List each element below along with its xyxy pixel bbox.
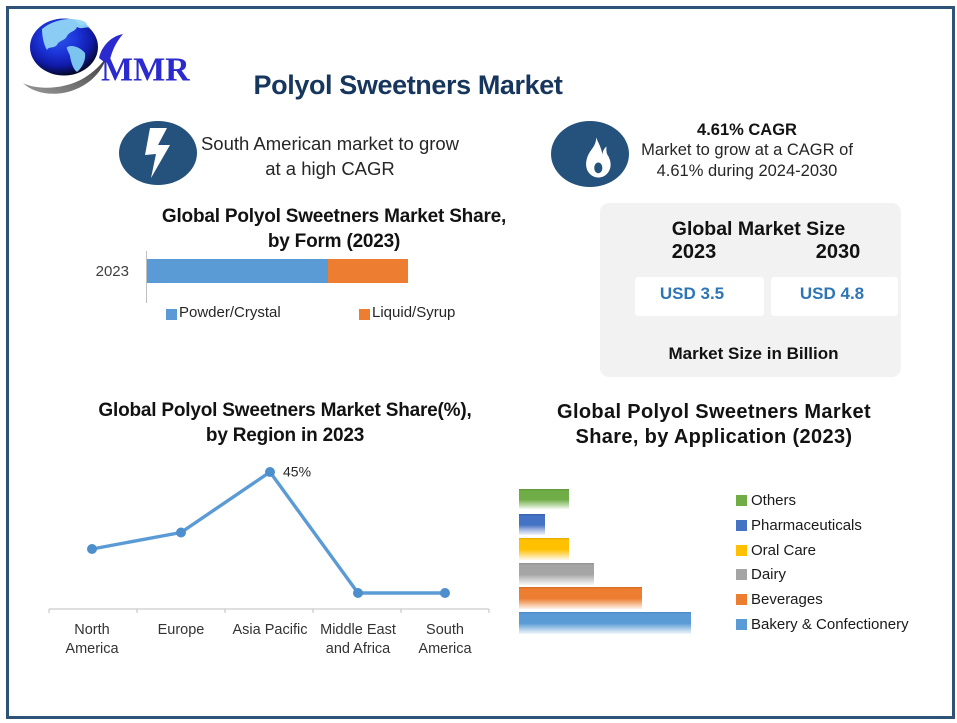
svg-text:45%: 45%	[283, 464, 311, 480]
svg-text:North: North	[74, 622, 109, 638]
svg-text:Europe: Europe	[158, 622, 205, 638]
svg-text:America: America	[418, 641, 472, 657]
svg-text:and Africa: and Africa	[326, 641, 391, 657]
svg-text:Asia Pacific: Asia Pacific	[233, 622, 308, 638]
svg-text:America: America	[65, 641, 119, 657]
svg-text:Middle East: Middle East	[320, 622, 396, 638]
svg-text:South: South	[426, 622, 464, 638]
svg-text:MMR: MMR	[101, 52, 190, 89]
